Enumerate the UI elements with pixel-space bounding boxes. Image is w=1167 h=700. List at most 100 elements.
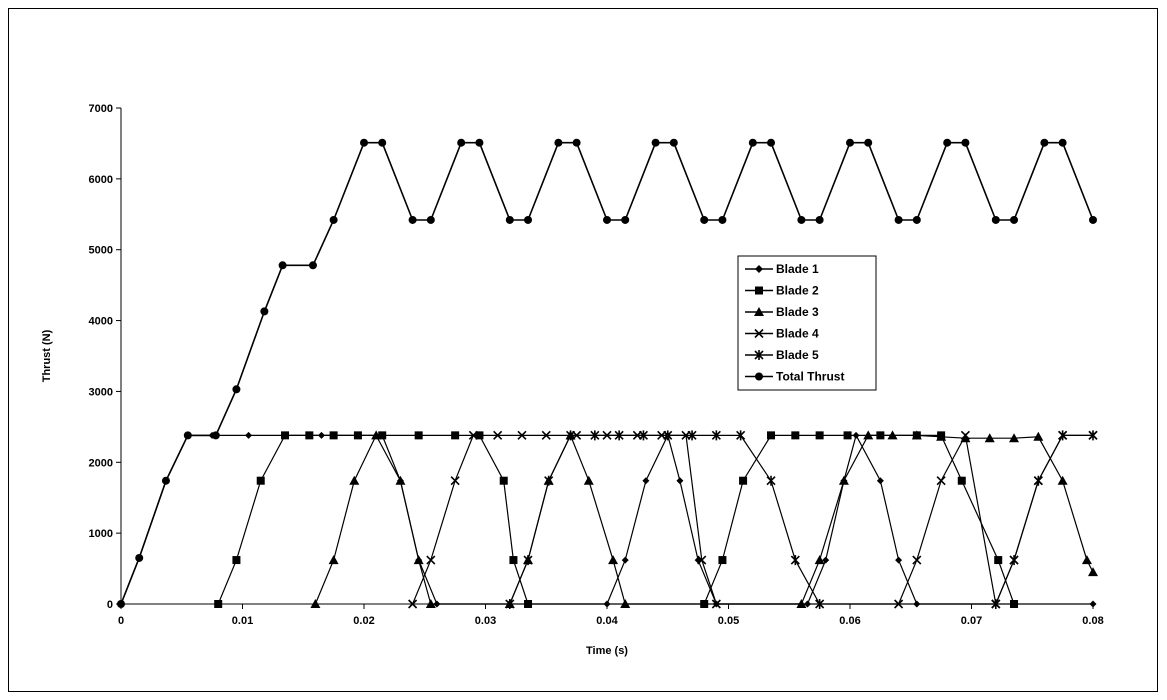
circle-marker	[846, 138, 854, 147]
diamond-marker	[642, 477, 650, 485]
star-marker	[766, 475, 776, 486]
x-marker	[711, 599, 721, 609]
circle-marker	[117, 600, 125, 608]
triangle-marker	[838, 475, 849, 485]
star-marker	[991, 599, 1001, 609]
star-marker	[614, 430, 624, 441]
series-line	[412, 433, 1093, 607]
circle-marker	[183, 431, 192, 440]
legend-label: Blade 3	[776, 305, 819, 319]
y-tick-label: 1000	[89, 528, 113, 540]
star-marker	[711, 430, 721, 441]
x-axis-title: Time (s)	[586, 645, 628, 657]
triangle-marker	[620, 599, 631, 608]
triangle-marker	[583, 475, 594, 485]
circle-marker	[767, 138, 776, 147]
circle-marker	[912, 215, 921, 224]
circle-marker	[894, 215, 903, 224]
y-tick-label: 0	[107, 599, 113, 611]
diamond-marker	[621, 556, 629, 564]
x-marker	[912, 555, 922, 565]
circle-marker	[260, 307, 269, 316]
x-marker	[493, 430, 503, 440]
star-marker	[790, 555, 800, 566]
square-marker	[414, 431, 423, 440]
square-marker	[329, 431, 338, 440]
legend-label: Blade 1	[776, 262, 819, 276]
star-marker	[815, 599, 825, 609]
square-marker	[524, 600, 533, 608]
diamond-marker	[876, 477, 884, 485]
circle-marker	[1089, 215, 1097, 224]
chart-frame	[8, 8, 1158, 692]
circle-marker	[232, 385, 241, 394]
circle-marker	[554, 138, 563, 147]
star-marker	[1058, 430, 1068, 441]
circle-marker	[1010, 215, 1019, 224]
square-marker	[767, 431, 776, 440]
circle-marker	[308, 261, 317, 270]
star-marker	[544, 475, 554, 486]
circle-marker	[524, 215, 533, 224]
star-marker	[638, 430, 649, 441]
x-marker	[450, 476, 460, 486]
circle-marker	[943, 138, 952, 147]
legend-label: Total Thrust	[776, 370, 844, 384]
star-marker	[523, 555, 533, 566]
diamond-marker	[1089, 600, 1097, 608]
diamond-marker	[822, 556, 830, 564]
circle-marker	[426, 215, 435, 224]
star-marker	[565, 430, 576, 441]
x-tick-label: 0.03	[475, 615, 496, 627]
series-blade-1	[117, 431, 1097, 608]
circle-marker	[991, 215, 1000, 224]
legend: Blade 1 Blade 2 Blade 3 Blade 4 Blade 5 Total…	[737, 255, 877, 391]
square-marker	[499, 476, 508, 485]
square-marker	[994, 556, 1003, 565]
square-marker	[232, 556, 241, 565]
circle-marker	[378, 138, 387, 147]
star-marker	[590, 430, 600, 441]
triangle-marker	[1081, 555, 1092, 565]
circle-marker	[1040, 138, 1049, 147]
x-tick-label: 0.08	[1082, 615, 1103, 627]
triangle-marker	[310, 599, 321, 608]
diamond-marker	[755, 265, 763, 273]
circle-marker	[815, 215, 824, 224]
x-marker	[936, 476, 946, 486]
triangle-marker	[349, 475, 360, 485]
square-marker	[739, 476, 748, 485]
circle-marker	[621, 215, 630, 224]
circle-marker	[572, 138, 581, 147]
y-tick-label: 4000	[89, 316, 113, 328]
legend-label: Blade 2	[776, 284, 819, 298]
circle-marker	[651, 138, 660, 147]
star-marker	[663, 430, 673, 441]
series-blade-4	[408, 430, 1098, 609]
y-tick-label: 7000	[89, 103, 113, 115]
square-marker	[815, 431, 824, 440]
diamond-marker	[694, 556, 702, 564]
square-marker	[451, 431, 460, 440]
star-marker	[1088, 430, 1098, 441]
triangle-marker	[425, 599, 436, 608]
circle-marker	[718, 215, 727, 224]
star-marker	[736, 430, 746, 441]
star-marker	[505, 599, 515, 609]
circle-marker	[748, 138, 757, 147]
diamond-marker	[895, 556, 903, 564]
star-marker	[1033, 475, 1043, 486]
legend-label: Blade 4	[776, 327, 819, 341]
series-blade-5	[505, 430, 1098, 609]
circle-marker	[408, 215, 417, 224]
circle-marker	[1058, 138, 1067, 147]
triangle-marker	[911, 430, 922, 440]
x-tick-label: 0.04	[596, 615, 618, 627]
triangle-marker	[413, 555, 424, 565]
circle-marker	[475, 138, 484, 147]
circle-marker	[329, 215, 338, 224]
triangle-marker	[984, 433, 995, 443]
star-marker	[687, 430, 697, 441]
triangle-marker	[371, 430, 382, 440]
